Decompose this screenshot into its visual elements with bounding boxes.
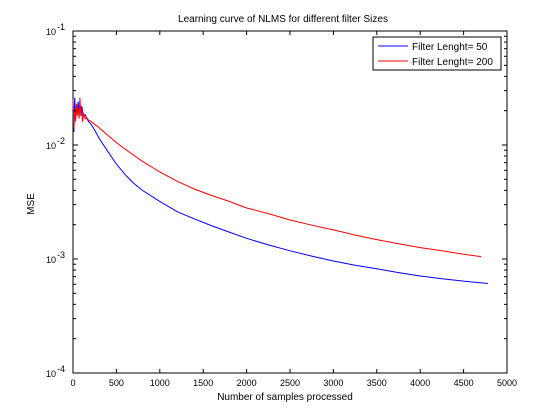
series-line-1 <box>72 97 482 258</box>
y-axis-label: MSE <box>26 193 37 215</box>
plot-area <box>72 30 508 374</box>
y-tick-label-exponent: -3 <box>57 250 65 260</box>
x-tick-label: 3500 <box>367 378 387 388</box>
y-tick-label-base: 10 <box>46 27 56 37</box>
x-tick-label: 0 <box>70 378 75 388</box>
x-tick-label: 4500 <box>454 378 474 388</box>
y-tick-label-exponent: -1 <box>57 22 65 32</box>
x-axis-label: Number of samples processed <box>217 392 353 403</box>
y-tick-label-base: 10 <box>46 369 56 379</box>
legend-label-50: Filter Lenght= 50 <box>412 42 488 53</box>
y-tick-label-base: 10 <box>46 255 56 265</box>
x-tick-label: 1000 <box>150 378 170 388</box>
x-tick-label: 5000 <box>497 378 517 388</box>
axis-ticks: 0 500 1000 1500 2000 2500 3000 3500 4000 4500 5000… <box>46 22 517 388</box>
chart-title: Learning curve of NLMS for different fil… <box>178 14 388 25</box>
x-tick-label: 500 <box>109 378 124 388</box>
y-tick-label-exponent: -2 <box>57 136 65 146</box>
legend: Filter Lenght= 50 Filter Lenght= 200 <box>372 36 502 71</box>
legend-label-200: Filter Lenght= 200 <box>412 57 493 68</box>
y-tick-label-base: 10 <box>46 141 56 151</box>
y-tick-label-exponent: -4 <box>57 364 65 374</box>
x-tick-label: 2500 <box>280 378 300 388</box>
x-tick-label: 3000 <box>323 378 343 388</box>
legend-box <box>372 36 502 71</box>
x-tick-label: 4000 <box>410 378 430 388</box>
series-lines <box>72 97 488 284</box>
x-tick-label: 1500 <box>193 378 213 388</box>
x-tick-label: 2000 <box>237 378 257 388</box>
